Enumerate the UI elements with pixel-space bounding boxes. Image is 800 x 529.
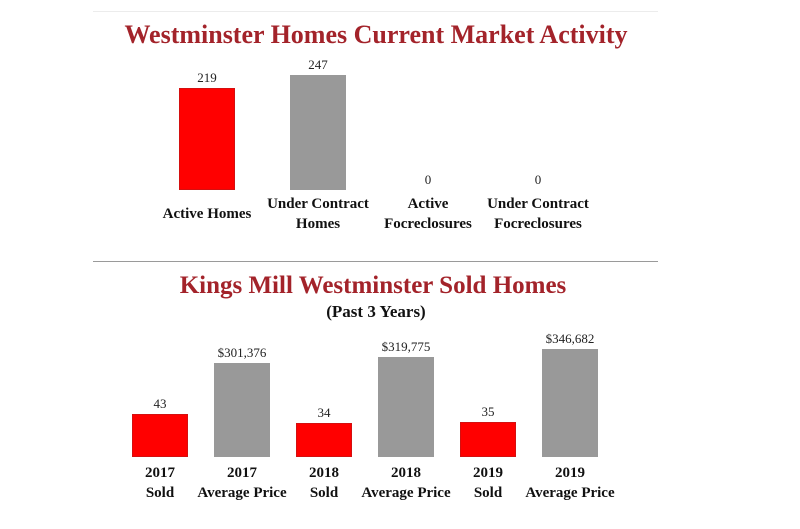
tick-label: Active Focreclosures — [358, 194, 498, 234]
tick-label-line: 2017 — [227, 465, 257, 481]
tick-label-line: Active Homes — [162, 206, 252, 222]
top-divider — [93, 11, 658, 12]
tick-label: 2017 Average Price — [172, 463, 312, 503]
tick-label-line: 2018 — [391, 465, 421, 481]
data-label: 34 — [317, 405, 331, 420]
tick-label: 2019 Sold — [418, 463, 558, 503]
tick-label-line: Homes — [295, 216, 341, 232]
data-label: 247 — [308, 57, 328, 72]
tick-label-line: Sold — [473, 485, 503, 501]
bar — [214, 363, 270, 457]
tick-label-line: Average Price — [197, 485, 287, 501]
bar — [460, 422, 516, 457]
chart-subtitle: (Past 3 Years) — [326, 302, 426, 321]
bar — [132, 414, 188, 457]
tick-label-line: 2018 — [309, 465, 339, 481]
data-label: $301,376 — [217, 345, 267, 361]
tick-label-line: 2019 — [555, 465, 585, 481]
section-divider — [93, 261, 658, 262]
data-label: 0 — [424, 172, 432, 187]
data-label: 35 — [481, 404, 495, 419]
chart-title: Kings Mill Westminster Sold Homes — [179, 272, 567, 299]
data-label: 43 — [153, 396, 167, 411]
bar — [542, 349, 598, 457]
tick-label-line: 2017 — [145, 465, 175, 481]
tick-label-line: Average Price — [525, 485, 615, 501]
tick-label: 2017 Sold — [90, 463, 230, 503]
tick-label-line: Under Contract — [267, 196, 369, 212]
tick-label-line: Focreclosures — [494, 216, 582, 232]
tick-label-line: 2019 — [473, 465, 503, 481]
bar — [290, 75, 346, 190]
bar — [296, 423, 352, 457]
tick-label-line: Focreclosures — [384, 216, 472, 232]
tick-label: Under Contract Focreclosures — [468, 194, 608, 234]
bar — [179, 88, 235, 190]
data-label: $346,682 — [545, 331, 595, 346]
tick-label-line: Sold — [145, 485, 175, 501]
bar — [378, 357, 434, 457]
data-label: 219 — [197, 70, 217, 86]
tick-label: 2019 Average Price — [500, 463, 640, 503]
tick-label: 2018 Average Price — [336, 463, 476, 503]
tick-label-line: Sold — [309, 485, 339, 501]
tick-label-line: Active — [407, 196, 449, 212]
tick-label: Under Contract Homes — [248, 194, 388, 234]
data-label: $319,775 — [381, 339, 431, 355]
data-label: 0 — [534, 172, 542, 187]
chart-title: Westminster Homes Current Market Activit… — [124, 20, 628, 49]
tick-label: 2018 Sold — [254, 463, 394, 503]
tick-label-line: Average Price — [361, 485, 451, 501]
tick-label: Active Homes — [137, 204, 277, 224]
tick-label-line: Under Contract — [487, 196, 589, 212]
